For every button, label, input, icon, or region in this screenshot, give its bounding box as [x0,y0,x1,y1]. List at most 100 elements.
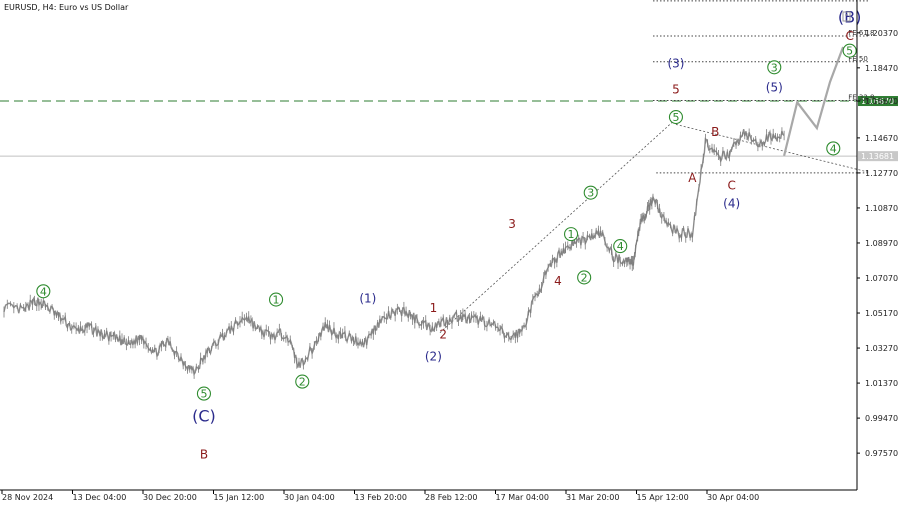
wave-label: (1) [359,292,376,306]
level-price-tag [858,96,898,107]
wave-label-circle [613,239,628,254]
wave-label: 3 [583,185,598,200]
wave-label-text: 1 [273,294,280,307]
wave-label: C [727,178,735,192]
wave-label: 2 [439,328,447,342]
wave-label-text: 4 [40,285,47,298]
level-price-label: 1.16670 [861,97,894,106]
wave-label-text: (5) [766,81,783,95]
wave-label-text: (2) [425,350,442,364]
forecast-path [783,46,845,157]
wave-label: (5) [766,81,783,95]
x-tick-label: 15 Apr 12:00 [637,493,689,502]
fibonacci-extension-label: FE 32.8 [848,93,874,101]
wave-label: (C) [192,407,216,426]
wave-label: A [688,171,697,185]
x-tick-label: 31 Mar 20:00 [566,493,619,502]
wave-label-text: 3 [508,217,516,231]
x-tick-label: 30 Apr 04:00 [707,493,759,502]
trendline [675,124,870,173]
wave-label-circle [577,270,592,285]
wave-label-text: C [845,29,853,43]
wave-label-text: (1) [359,292,376,306]
wave-label: 4 [36,284,51,299]
y-tick-label: 1.08970 [865,239,898,248]
wave-label: 1 [269,292,284,307]
wave-label-circle [564,227,579,242]
x-tick-label: 30 Jan 04:00 [284,493,335,502]
wave-label-circle [196,386,211,401]
wave-label-text: 5 [672,82,680,96]
wave-label-circle [36,284,51,299]
trendlines [439,118,870,334]
y-tick-label: 1.05170 [865,309,898,318]
y-tick-label: 1.14670 [865,134,898,143]
wave-label-text: B [711,125,719,139]
chart-title: EURUSD, H4: Euro vs US Dollar [4,3,129,12]
wave-label: 1 [564,227,579,242]
x-tick-label: 13 Feb 20:00 [355,493,407,502]
current-price-tag [858,151,898,162]
fibonacci-extension-label: FE 50 [848,55,868,63]
wave-label: 2 [577,270,592,285]
wave-label-circle [842,43,857,58]
y-tick-label: 1.07070 [865,274,898,283]
wave-label: 2 [295,374,310,389]
wave-label-text: 3 [587,187,594,200]
wave-label: 3 [508,217,516,231]
x-tick-label: 17 Mar 04:00 [496,493,549,502]
y-tick-label: 1.20370 [865,29,898,38]
wave-label: (3) [667,57,684,71]
x-tick-label: 30 Dec 20:00 [143,493,197,502]
wave-label: 5 [668,110,683,125]
wave-label-text: 1 [568,228,575,241]
wave-label-text: 4 [830,142,837,155]
wave-label: 5 [196,386,211,401]
fibonacci-extension-label: FE 61.8 [848,29,874,37]
wave-label-text: 2 [581,271,588,284]
wave-label-text: A [688,171,697,185]
trendline [439,118,677,334]
wave-label-text: 5 [200,388,207,401]
wave-label-text: (4) [723,197,740,211]
wave-label-text: B [200,447,208,461]
forecast-line [783,46,845,157]
y-axis: 1.20370 1.18470 1.16670 1.14670 1.12770 1.108… [856,0,898,490]
wave-label: 3 [767,60,782,75]
wave-label-circle [826,141,841,156]
x-tick-label: 15 Jan 12:00 [214,493,265,502]
wave-label-circle [295,374,310,389]
y-tick-label: 0.99470 [865,414,898,423]
y-tick-label: 0.97570 [865,449,898,458]
current-price-label: 1.13681 [861,152,894,161]
wave-label: 1 [430,301,438,315]
wave-label-text: (3) [667,57,684,71]
wave-label-text: (C) [192,407,216,426]
wave-label: 5 [672,82,680,96]
wave-label: 4 [613,239,628,254]
x-axis: 28 Nov 2024 13 Dec 04:00 30 Dec 20:00 15 Ja… [0,489,857,502]
price-series [3,127,785,379]
wave-label-text: 2 [299,376,306,389]
wave-label-circle [668,110,683,125]
wave-label-text: 4 [554,274,562,288]
fibonacci-extension-label: FE 76.4 [848,0,875,2]
x-tick-label: 13 Dec 04:00 [73,493,127,502]
x-tick-label: 28 Nov 2024 [2,493,53,502]
wave-label-text: 5 [672,111,679,124]
wave-label: (4) [723,197,740,211]
wave-label-text: 5 [846,45,853,58]
y-tick-label: 1.03270 [865,344,898,353]
wave-label: B [200,447,208,461]
wave-label: (2) [425,350,442,364]
price-line [3,129,785,377]
wave-label: C [845,29,853,43]
wave-label-text: 1 [430,301,438,315]
wave-label-text: C [727,178,735,192]
y-tick-label: 1.01370 [865,379,898,388]
x-tick-label: 28 Feb 12:00 [425,493,477,502]
wave-label-text: 3 [771,61,778,74]
wave-label-text: 4 [617,240,624,253]
chart-menu-icon[interactable] [842,11,851,22]
